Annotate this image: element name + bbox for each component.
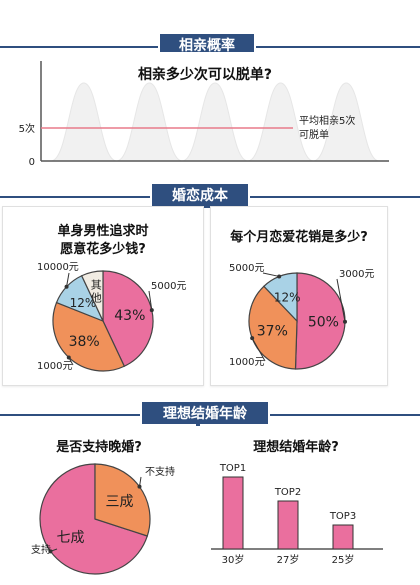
wave-peak — [247, 82, 314, 162]
leader-line — [66, 272, 70, 287]
x-tick-label: 27岁 — [277, 553, 300, 566]
leader-line — [148, 290, 153, 311]
wave-peak — [116, 82, 183, 162]
x-tick-label: 25岁 — [332, 553, 355, 566]
bar — [222, 476, 244, 550]
age-panel-left: 是否支持晚婚? 七成 支持 三成 不支持 — [2, 424, 196, 582]
slice-data-label: 七成 — [57, 530, 85, 546]
wave-peak — [50, 82, 117, 162]
slice-category-label: 支持 — [31, 543, 51, 556]
leader-dot — [137, 484, 142, 489]
x-tick-label: 30岁 — [222, 553, 245, 566]
monthly-spending-pie: 每个月恋爱花销是多少? 50% 3000元 37% 1000元 12% 5000元 — [229, 229, 374, 370]
wave-peak — [182, 82, 248, 162]
bar — [332, 524, 354, 550]
reference-label: 平均相亲5次 — [299, 114, 355, 127]
slice-category-label: 1000元 — [37, 361, 72, 372]
leader-dot — [48, 549, 53, 554]
leader-dot — [64, 284, 69, 289]
chart-title: 是否支持晚婚? — [55, 439, 142, 455]
pie-slice — [80, 270, 104, 322]
section-header-cost: 婚恋成本 — [0, 184, 420, 210]
section-header-age: 理想结婚年龄 — [0, 402, 420, 428]
leader-line — [336, 278, 346, 322]
slice-data-label: 12% — [70, 296, 97, 310]
slice-data-label: 38% — [69, 334, 100, 350]
leader-dot — [342, 319, 347, 324]
slice-category-label: 5000元 — [151, 281, 186, 292]
slice-category-label: 不支持 — [145, 465, 175, 478]
slice-data-label: 37% — [257, 323, 288, 339]
wave-peak — [313, 82, 380, 162]
cost-panel-left: 单身男性追求时 愿意花多少钱? 43% 5000元 38% 1000元 12% 10000元其… — [2, 206, 204, 386]
slice-data-label: 50% — [308, 314, 339, 330]
slice-data-label: 43% — [114, 308, 145, 324]
bar-rank-label: TOP2 — [274, 487, 301, 498]
y-tick-label: 5次 — [19, 122, 35, 135]
slice-data-label: 他 — [91, 292, 102, 305]
slice-data-label: 其 — [91, 279, 102, 292]
cost-panel-right: 每个月恋爱花销是多少? 50% 3000元 37% 1000元 12% 5000元 — [210, 206, 388, 386]
chart-title: 理想结婚年龄? — [253, 439, 339, 455]
leader-line — [251, 337, 266, 362]
leader-dot — [277, 274, 282, 279]
slice-data-label: 12% — [274, 290, 301, 304]
leader-dot — [149, 308, 154, 313]
ideal-age-bar-chart: 理想结婚年龄? TOP1 30岁 TOP2 27岁 TOP3 25岁 — [211, 439, 383, 566]
slice-data-label: 三成 — [105, 494, 133, 510]
leader-dot — [66, 355, 71, 360]
probability-panel: 5次 0 相亲多少次可以脱单? 平均相亲5次 可脱单 — [2, 52, 408, 176]
leader-dot — [250, 336, 255, 341]
reference-label: 可脱单 — [299, 128, 329, 141]
slice-category-label: 3000元 — [339, 269, 374, 280]
leader-line — [262, 272, 280, 277]
bar-rank-label: TOP3 — [329, 511, 356, 522]
chart-title: 相亲多少次可以脱单? — [138, 66, 272, 83]
chart-title: 愿意花多少钱? — [60, 241, 146, 257]
y-tick-label: 0 — [29, 157, 35, 168]
chart-title: 每个月恋爱花销是多少? — [230, 229, 368, 245]
slice-category-label: 10000元 — [37, 262, 79, 273]
slice-category-label: 5000元 — [229, 263, 264, 274]
age-panel-right: 理想结婚年龄? TOP1 30岁 TOP2 27岁 TOP3 25岁 — [200, 424, 392, 582]
section-title: 理想结婚年龄 — [142, 402, 268, 426]
bar — [277, 500, 299, 550]
section-title: 婚恋成本 — [152, 184, 248, 208]
bar-rank-label: TOP1 — [219, 463, 246, 474]
slice-category-label: 1000元 — [229, 357, 264, 368]
chart-title: 单身男性追求时 — [57, 223, 148, 239]
